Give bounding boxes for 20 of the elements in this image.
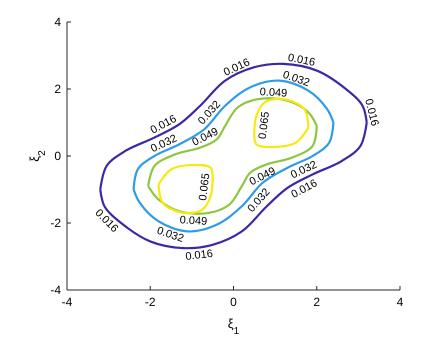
y-tick-label: 4 xyxy=(54,15,62,29)
y-tick-label: -4 xyxy=(50,283,62,297)
text: 0.016 xyxy=(362,98,381,128)
text: 0.065 xyxy=(256,110,272,140)
text: 0.016 xyxy=(222,56,252,79)
text: 0.016 xyxy=(184,248,214,263)
text: 0.049 xyxy=(248,165,278,188)
y-tick-label: 2 xyxy=(54,82,62,96)
text: 0.016 xyxy=(289,177,320,201)
text: 0.032 xyxy=(148,132,179,156)
x-tick-label: -2 xyxy=(144,295,156,309)
x-tick-label: 2 xyxy=(313,295,320,309)
text: 0.049 xyxy=(190,126,220,149)
text: 0.016 xyxy=(286,52,316,69)
text: 0.065 xyxy=(197,172,212,202)
x-tick-label: 0 xyxy=(230,295,238,309)
x-axis-title: ξ$_{1}$ xyxy=(228,316,240,336)
y-tick-label: -2 xyxy=(50,216,62,230)
x-tick-label: 4 xyxy=(396,295,404,309)
y-tick-label: 0 xyxy=(54,149,62,163)
